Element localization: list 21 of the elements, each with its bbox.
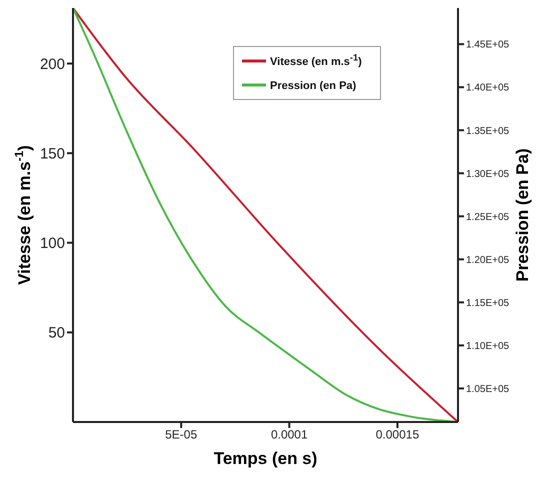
y2-axis-title: Pression (en Pa)	[513, 148, 532, 282]
y2-tick-label: 1.35E+05	[466, 126, 510, 137]
y2-tick-label: 1.10E+05	[466, 340, 510, 352]
y2-tick-label: 1.15E+05	[466, 298, 510, 309]
legend-label: Vitesse (en m.s$^{-1}$)	[270, 52, 362, 68]
y2-tick-label: 1.45E+05	[466, 40, 510, 51]
x-axis-title: Temps (en s)	[214, 449, 318, 468]
legend-label: Pression (en Pa)	[270, 80, 356, 92]
y2-tick-label: 1.25E+05	[466, 212, 510, 223]
y2-tick-label: 1.20E+05	[466, 254, 510, 266]
y2-tick-label: 1.30E+05	[466, 168, 510, 180]
y-tick-label: 150	[40, 145, 65, 162]
y2-tick-label: 1.05E+05	[466, 384, 510, 395]
y-tick-label: 200	[40, 56, 65, 73]
y2-tick-label: 1.40E+05	[466, 82, 510, 94]
x-tick-label: 5E-05	[165, 428, 198, 442]
x-tick-label: 0.00015	[376, 428, 420, 442]
y-tick-label: 50	[48, 324, 65, 342]
line-series	[73, 8, 458, 422]
x-tick-label: 0.0001	[270, 428, 308, 442]
y-tick-label: 100	[40, 235, 65, 252]
